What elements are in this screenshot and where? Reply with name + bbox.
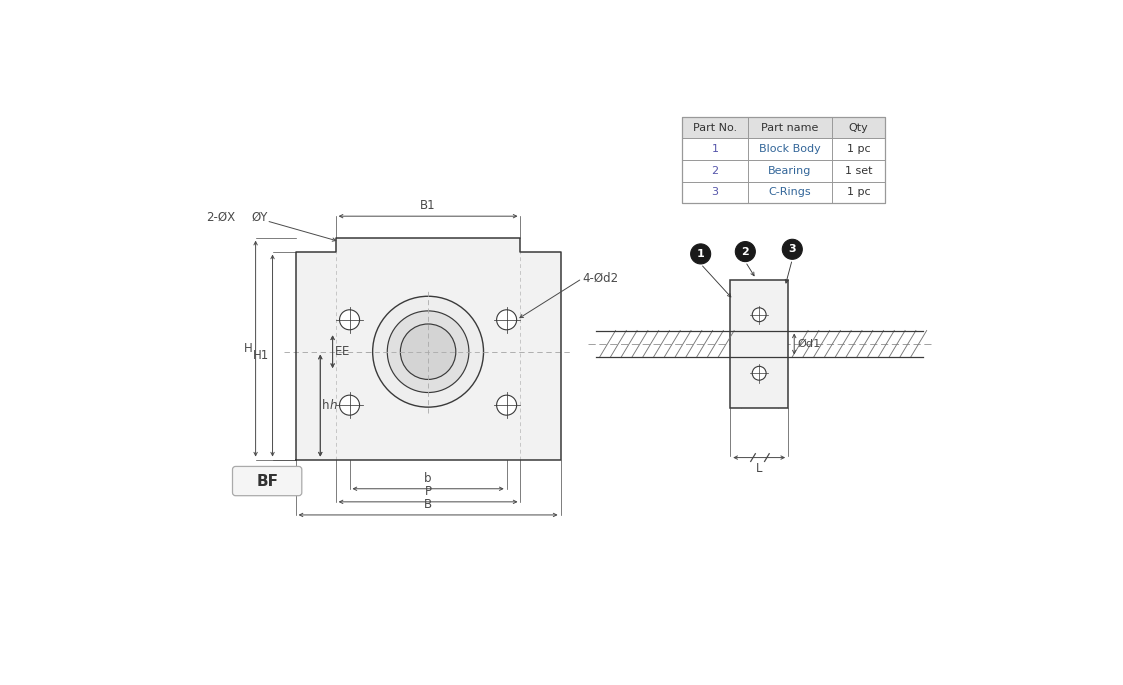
Circle shape (752, 366, 766, 380)
Bar (682, 160, 885, 182)
Text: 2: 2 (711, 166, 719, 176)
Text: E: E (341, 345, 349, 358)
Text: H: H (244, 342, 253, 355)
Text: 2-ØX: 2-ØX (207, 210, 236, 223)
Bar (682, 182, 885, 203)
Text: BF: BF (256, 473, 279, 488)
Polygon shape (295, 238, 560, 460)
Text: B: B (424, 498, 432, 511)
Circle shape (401, 324, 456, 379)
Text: Part name: Part name (761, 123, 819, 133)
Text: 1: 1 (696, 249, 704, 259)
Bar (682, 138, 885, 160)
FancyBboxPatch shape (232, 466, 302, 496)
Circle shape (373, 296, 484, 407)
Text: Ød1: Ød1 (797, 339, 821, 349)
Circle shape (496, 395, 517, 415)
Text: L: L (756, 462, 763, 475)
Circle shape (783, 239, 802, 260)
Text: C-Rings: C-Rings (768, 187, 811, 197)
Text: Block Body: Block Body (759, 144, 821, 154)
Text: 3: 3 (788, 245, 796, 254)
Text: h: h (329, 399, 337, 412)
Text: h: h (322, 399, 329, 412)
Text: H1: H1 (253, 349, 270, 362)
Text: 1 pc: 1 pc (847, 144, 870, 154)
Text: 1 pc: 1 pc (847, 187, 870, 197)
Circle shape (387, 311, 469, 393)
Text: Part No.: Part No. (693, 123, 737, 133)
Text: P: P (424, 485, 431, 498)
Text: B1: B1 (420, 199, 436, 212)
Text: Bearing: Bearing (768, 166, 812, 176)
Bar (682, 117, 885, 138)
Text: 1: 1 (711, 144, 719, 154)
Text: b: b (424, 472, 432, 485)
Text: Qty: Qty (849, 123, 868, 133)
Circle shape (339, 310, 359, 329)
Text: 4-Ød2: 4-Ød2 (582, 272, 618, 285)
Text: ØY: ØY (250, 210, 267, 223)
Text: 2: 2 (741, 247, 749, 257)
Text: 1 set: 1 set (844, 166, 873, 176)
Circle shape (691, 244, 711, 264)
Bar (682, 117, 885, 203)
Text: 3: 3 (711, 187, 719, 197)
Circle shape (752, 308, 766, 322)
Circle shape (496, 310, 517, 329)
Circle shape (339, 395, 359, 415)
Text: E: E (335, 345, 341, 358)
Bar (730, 280, 788, 408)
Circle shape (736, 242, 756, 262)
